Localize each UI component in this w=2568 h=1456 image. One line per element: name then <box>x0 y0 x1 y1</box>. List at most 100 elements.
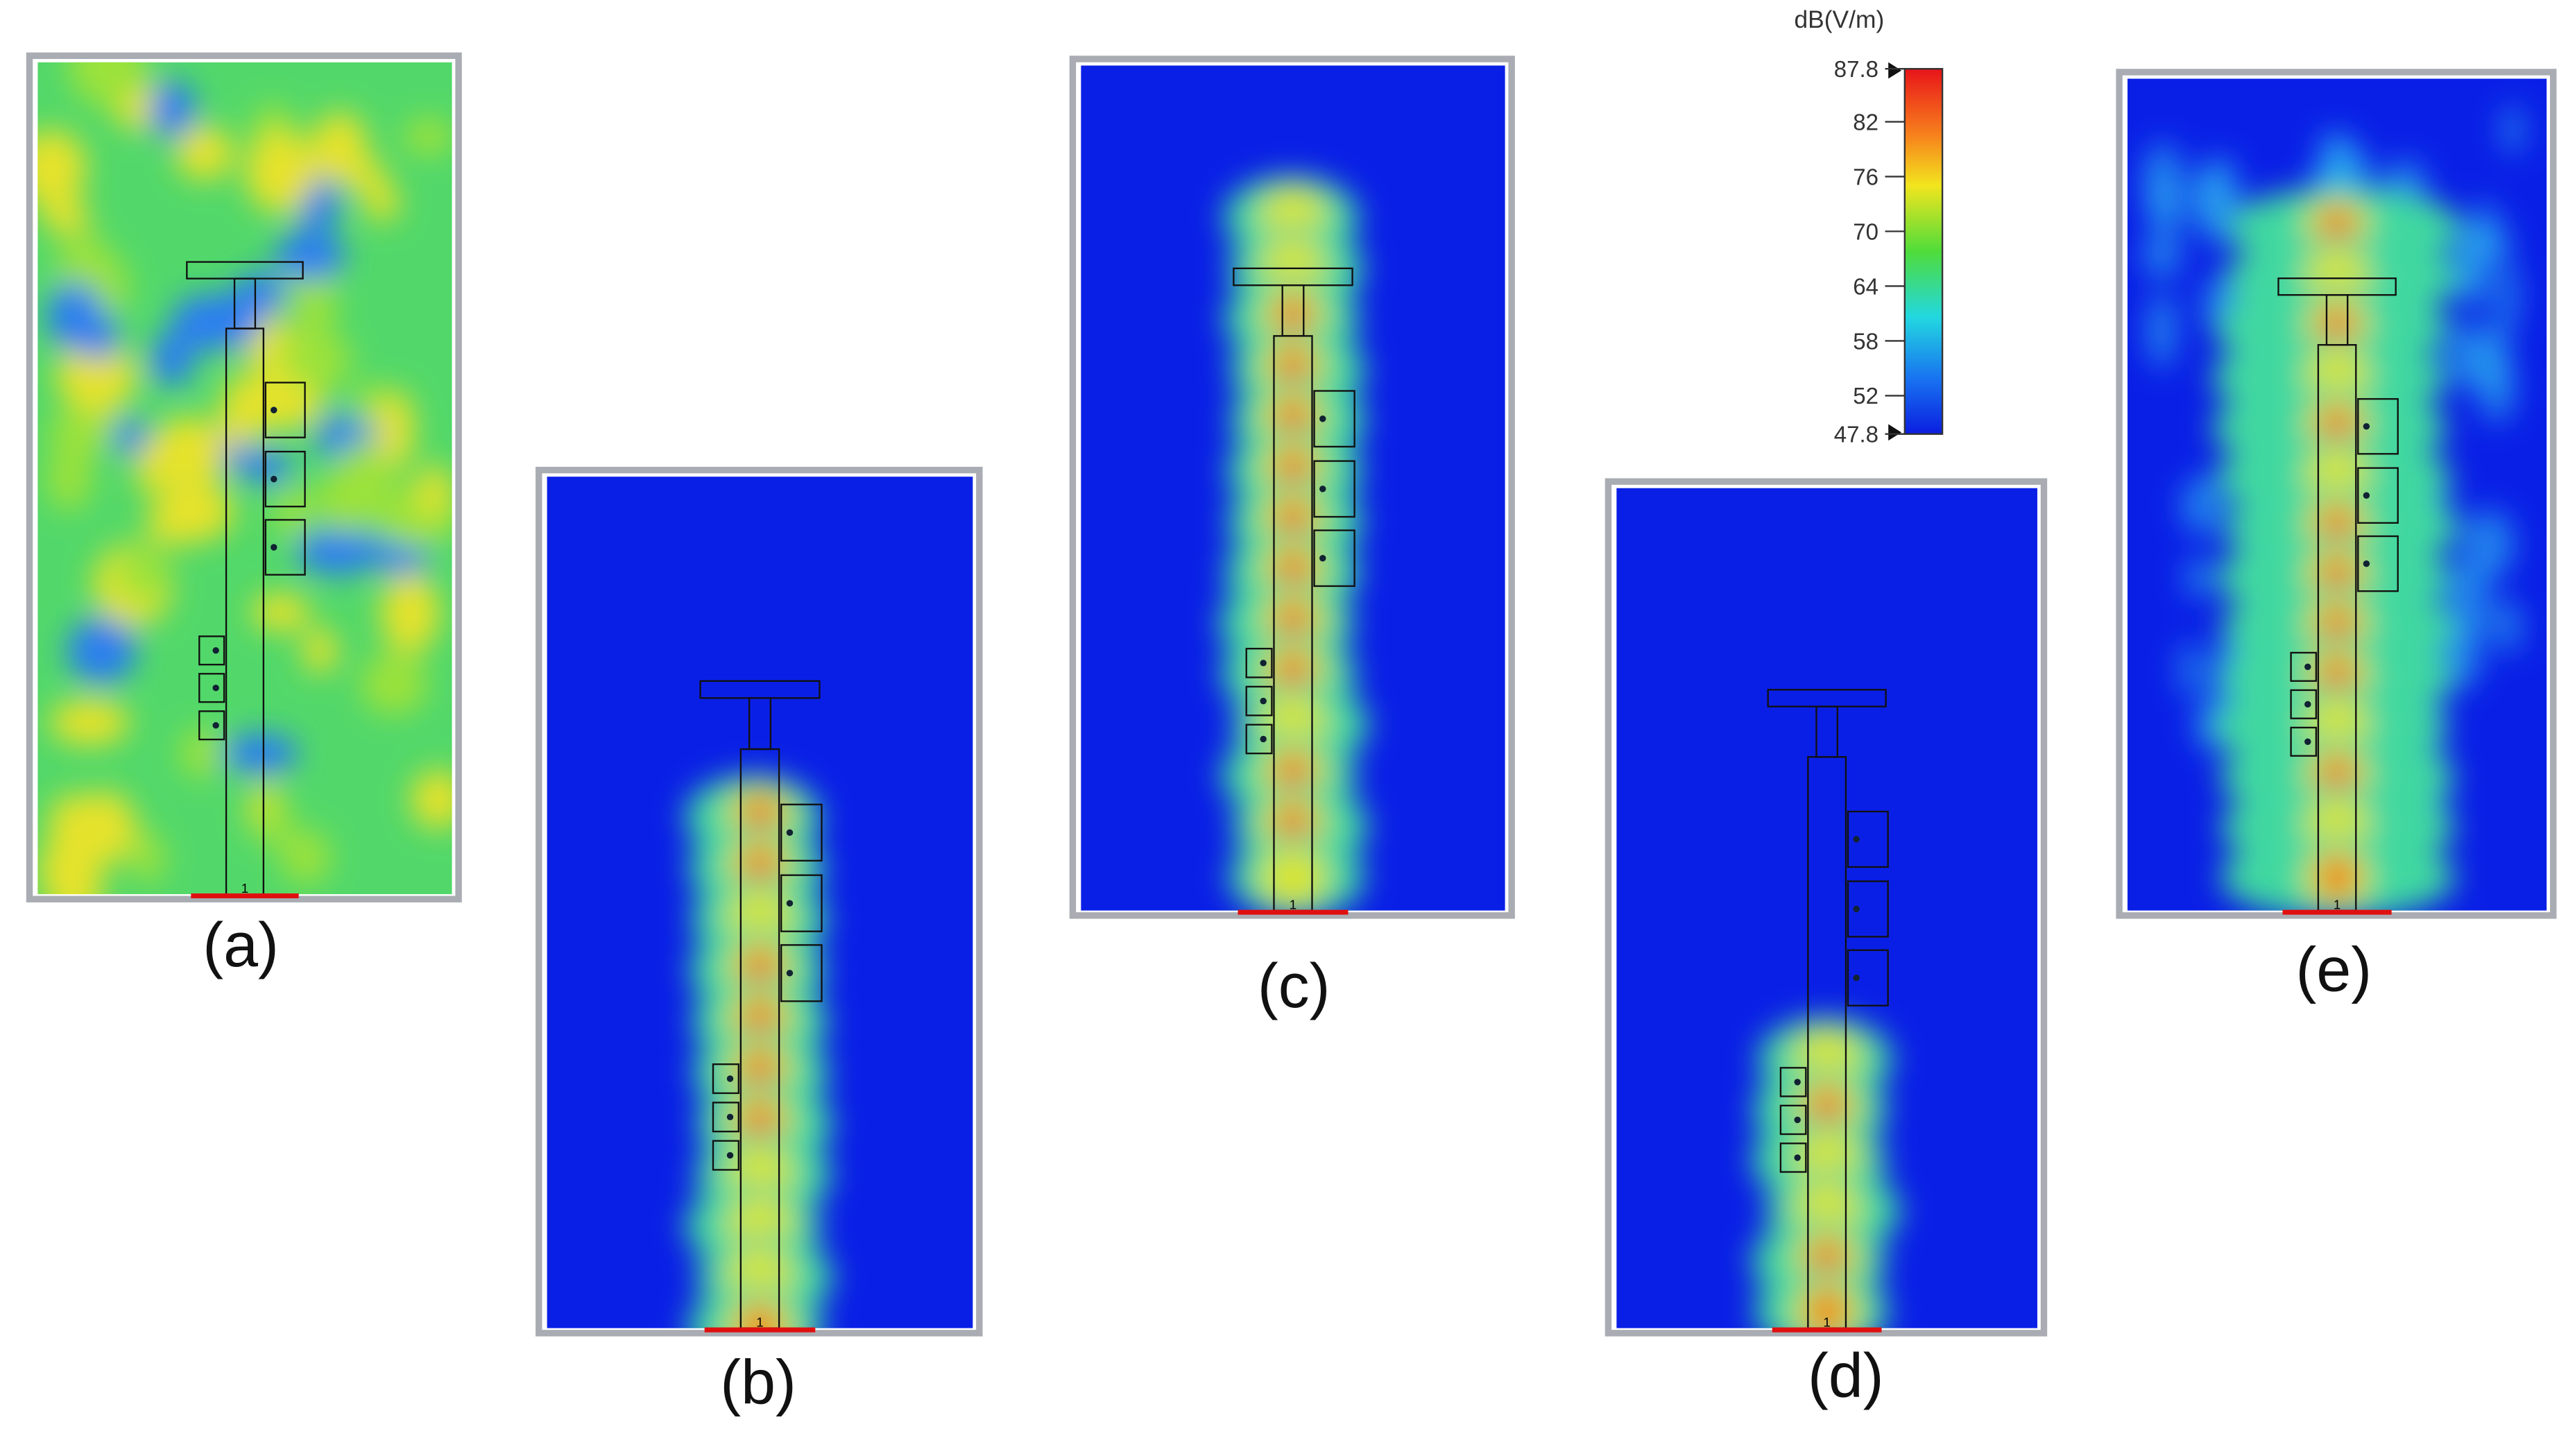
patch <box>2357 397 2399 455</box>
blob <box>380 572 440 653</box>
blob <box>315 468 376 533</box>
hot <box>742 1307 778 1328</box>
haze <box>2179 640 2202 699</box>
colorbar-tick-label: 64 <box>1853 274 1878 300</box>
panel-label: (b) <box>720 1348 796 1417</box>
haze <box>2477 323 2510 393</box>
blob <box>145 505 208 545</box>
via <box>726 1151 734 1159</box>
patch <box>1313 529 1355 588</box>
via <box>2363 560 2370 567</box>
colorbar: dB(V/m) 87.8 82 76 70 64 58 52 47.8 <box>1794 6 1944 448</box>
via <box>726 1113 734 1121</box>
blob <box>221 374 266 448</box>
field <box>2127 78 2547 911</box>
blob <box>176 126 234 180</box>
hot <box>1810 1290 1844 1328</box>
field <box>1616 488 2038 1328</box>
via <box>2363 422 2370 430</box>
colorbar-tick-label: 70 <box>1853 219 1878 245</box>
small-patch <box>1779 1104 1807 1136</box>
small-patch <box>712 1102 739 1133</box>
haze <box>2447 323 2489 390</box>
patch <box>264 382 306 438</box>
via <box>1853 975 1860 982</box>
blob <box>46 410 130 454</box>
via <box>1260 660 1267 667</box>
patch <box>1847 810 1889 868</box>
blob <box>42 200 91 234</box>
port-label: 1 <box>756 1315 764 1330</box>
blob <box>71 791 137 865</box>
blob <box>79 311 119 361</box>
blob <box>274 483 310 540</box>
blob <box>148 417 233 485</box>
haze <box>2185 556 2211 599</box>
panel-label: (d) <box>1808 1342 1884 1411</box>
small-patch <box>2290 651 2318 682</box>
panels: 1 (a) 1 (b) 1 (c) 1 (d) 1 (e) <box>26 52 2557 1417</box>
blob <box>55 340 137 413</box>
blob <box>311 112 368 185</box>
via <box>2363 492 2370 499</box>
patch <box>780 874 823 932</box>
panel-label: (a) <box>203 911 279 980</box>
via <box>1319 555 1326 562</box>
blob <box>180 727 223 779</box>
via <box>1794 1154 1801 1161</box>
blob <box>411 769 452 829</box>
port-label: 1 <box>1290 898 1297 912</box>
haze <box>2181 476 2222 536</box>
patch <box>1313 460 1355 518</box>
blobs <box>2141 105 2523 911</box>
small-patch <box>712 1140 739 1171</box>
colorbar-title: dB(V/m) <box>1794 6 1884 33</box>
via <box>2304 738 2311 745</box>
colorbar-tick-label: 76 <box>1853 164 1878 190</box>
via <box>271 406 277 413</box>
haze <box>2463 509 2515 580</box>
colorbar-tick-label: 52 <box>1853 384 1878 409</box>
field <box>1081 65 1505 911</box>
field-panel: 1 (b) <box>536 466 983 1417</box>
blob <box>245 130 316 214</box>
patch <box>1847 880 1889 938</box>
blob <box>112 419 150 455</box>
via <box>1794 1079 1801 1086</box>
blobs <box>685 774 833 1328</box>
via <box>786 829 794 836</box>
blob <box>296 528 379 576</box>
port-label: 1 <box>1823 1315 1831 1330</box>
blob <box>280 829 331 885</box>
via <box>786 970 794 977</box>
via <box>2304 663 2311 671</box>
via <box>1260 735 1267 743</box>
small-patch <box>1245 647 1273 678</box>
haze <box>2146 291 2177 370</box>
small-patch <box>2290 689 2318 719</box>
haze <box>2494 599 2522 654</box>
via <box>1319 415 1326 422</box>
blob <box>402 118 452 155</box>
field-panel: 1 (e) <box>2116 69 2557 1004</box>
blob <box>67 617 137 685</box>
small-patch <box>198 635 225 666</box>
small-patch <box>198 710 225 741</box>
port-label: 1 <box>2334 898 2341 912</box>
panel-label: (e) <box>2296 935 2372 1004</box>
blob <box>248 449 291 486</box>
colorbar-tick-label: 58 <box>1853 329 1878 354</box>
via <box>1319 486 1326 493</box>
blob <box>46 443 92 511</box>
blobs <box>1751 1017 1901 1328</box>
haze <box>2466 223 2511 264</box>
blob <box>171 293 247 351</box>
field-panel: 1 (a) <box>26 52 462 980</box>
field <box>37 62 452 895</box>
blob <box>364 184 400 221</box>
field-panel: 1 (c) <box>1069 55 1515 1021</box>
patch <box>264 519 306 576</box>
via <box>271 544 277 551</box>
